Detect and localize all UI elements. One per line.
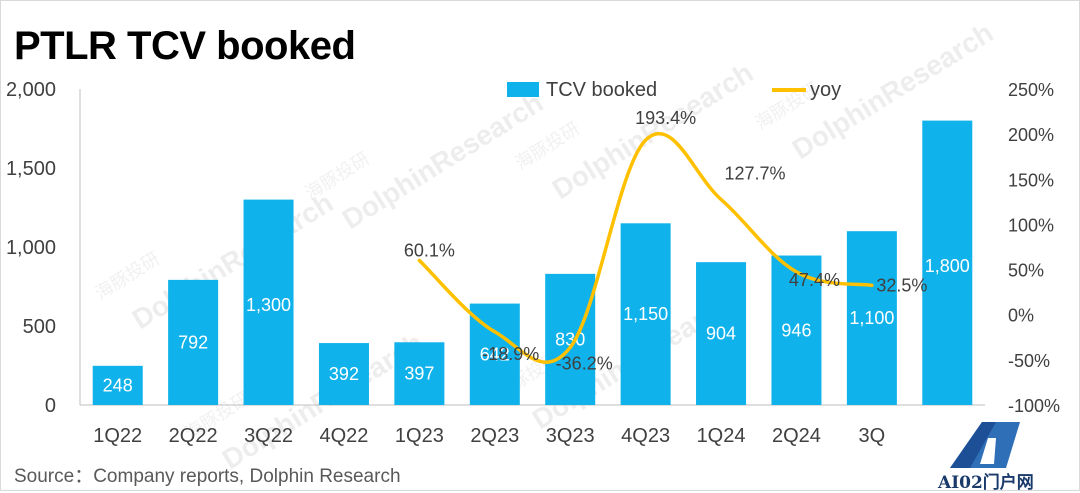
x-tick-label: 2Q24 xyxy=(772,425,821,447)
y-tick-label-right: 250% xyxy=(1008,80,1054,100)
bar-tcv-booked xyxy=(92,365,143,405)
x-tick-label: 3Q23 xyxy=(546,425,595,447)
bar-tcv-booked xyxy=(394,342,445,405)
yoy-data-label: -18.9% xyxy=(482,344,539,364)
legend-label-yoy: yoy xyxy=(810,79,841,101)
y-tick-label-left: 1,500 xyxy=(6,158,56,180)
bar-data-label: 904 xyxy=(706,324,736,344)
yoy-data-label: 60.1% xyxy=(404,240,455,260)
bar-tcv-booked xyxy=(168,279,219,405)
yoy-data-label: 32.5% xyxy=(876,275,927,295)
legend-label-tcv-booked: TCV booked xyxy=(546,79,657,101)
x-tick-label: 4Q23 xyxy=(621,425,670,447)
yoy-data-label: 47.4% xyxy=(789,270,840,290)
x-tick-label: 2Q23 xyxy=(470,425,519,447)
bar-tcv-booked xyxy=(846,231,897,405)
bar-data-label: 397 xyxy=(404,364,434,384)
logo-text: AI02门户网 xyxy=(938,473,1034,493)
y-tick-label-right: -100% xyxy=(1008,396,1060,416)
x-tick-label: 3Q xyxy=(859,425,886,447)
chart-title: PTLR TCV booked xyxy=(14,24,356,68)
triangle-a-logo-icon xyxy=(950,422,1020,468)
bar-tcv-booked xyxy=(922,120,973,405)
yoy-data-label: -36.2% xyxy=(556,353,613,373)
x-tick-label: 2Q22 xyxy=(169,425,218,447)
legend-swatch-tcv-booked xyxy=(507,82,539,97)
y-tick-label-right: 50% xyxy=(1008,261,1044,281)
bar-data-label: 1,150 xyxy=(623,304,668,324)
y-tick-label-left: 1,000 xyxy=(6,237,56,259)
y-tick-label-right: 100% xyxy=(1008,215,1054,235)
x-tick-label: 1Q24 xyxy=(697,425,746,447)
yoy-data-label: 127.7% xyxy=(725,163,786,183)
y-tick-label-right: -50% xyxy=(1008,351,1050,371)
y-tick-label-left: 0 xyxy=(45,395,56,417)
bar-tcv-booked xyxy=(545,273,596,405)
bar-data-label: 392 xyxy=(329,364,359,384)
y-tick-label-left: 2,000 xyxy=(6,79,56,101)
y-tick-label-left: 500 xyxy=(23,316,56,338)
bar-tcv-booked xyxy=(620,223,671,405)
y-tick-label-right: 150% xyxy=(1008,170,1054,190)
x-tick-label: 4Q22 xyxy=(319,425,368,447)
bar-tcv-booked xyxy=(696,262,747,405)
x-tick-label: 1Q23 xyxy=(395,425,444,447)
y-tick-label-right: 200% xyxy=(1008,125,1054,145)
x-tick-label: 1Q22 xyxy=(93,425,142,447)
line-yoy xyxy=(417,131,874,364)
bar-data-label: 248 xyxy=(103,375,133,395)
bar-tcv-booked xyxy=(243,199,294,405)
bar-data-label: 792 xyxy=(178,332,208,352)
x-tick-label: 3Q22 xyxy=(244,425,293,447)
bar-data-label: 642 xyxy=(480,344,510,364)
bar-data-label: 1,100 xyxy=(849,308,894,328)
bar-data-label: 1,800 xyxy=(925,256,970,276)
source-note: Source：Company reports, Dolphin Research xyxy=(14,466,401,487)
yoy-data-label: 193.4% xyxy=(635,108,696,128)
bar-data-label: 1,300 xyxy=(246,295,291,315)
bar-data-label: 946 xyxy=(781,320,811,340)
y-tick-label-right: 0% xyxy=(1008,306,1034,326)
bar-tcv-booked xyxy=(318,343,369,405)
